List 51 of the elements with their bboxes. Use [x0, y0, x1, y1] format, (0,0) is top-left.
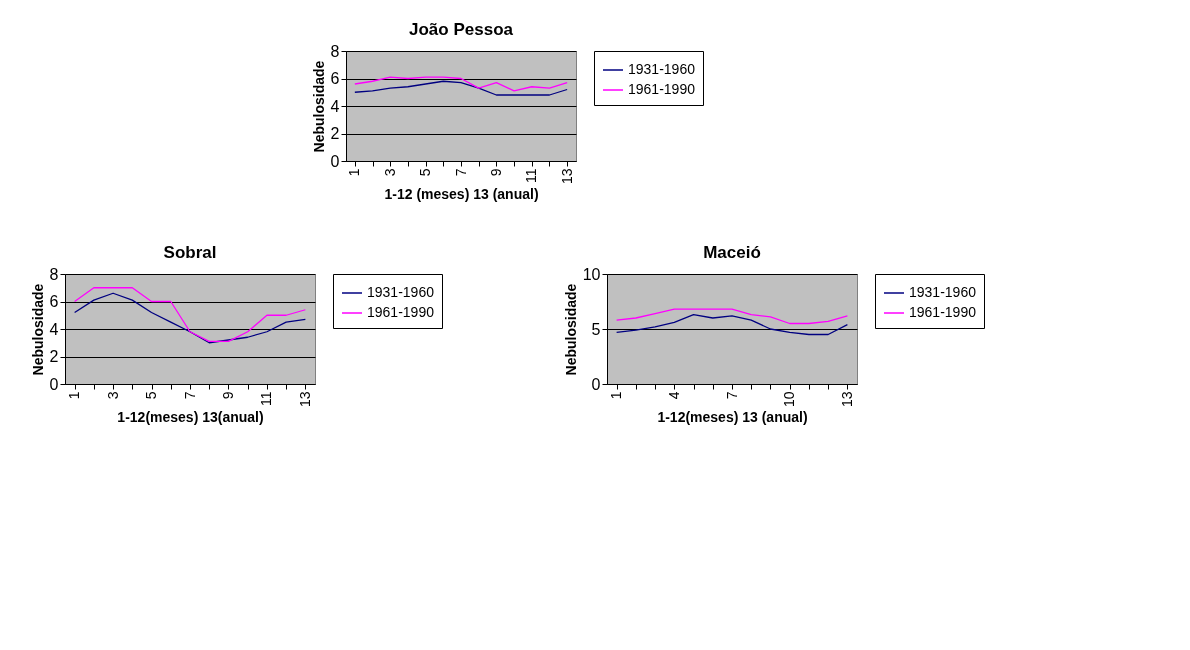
y-tick-label: 0	[591, 375, 601, 393]
y-tick-label: 10	[582, 265, 601, 283]
y-tick-label: 0	[49, 375, 59, 393]
y-tick-label: 6	[49, 293, 59, 310]
x-tick-label: 1	[66, 391, 83, 400]
x-tick-label: 4	[665, 391, 682, 400]
y-tick-label: 0	[330, 152, 340, 170]
y-tick-label: 6	[330, 70, 340, 87]
legend-label: 1961-1990	[628, 81, 696, 97]
x-tick-label: 9	[487, 168, 504, 177]
x-tick-label: 13	[838, 391, 855, 408]
y-tick-label: 5	[591, 320, 601, 338]
y-axis-title: Nebulosidade	[29, 283, 46, 376]
line-series	[354, 76, 568, 92]
x-axis-title: 1-12(meses) 13 (anual)	[657, 409, 808, 426]
x-tick-label: 1	[346, 168, 363, 177]
chart-title: João Pessoa	[409, 20, 514, 39]
x-tick-label: 5	[417, 168, 434, 177]
y-tick-label: 2	[49, 348, 59, 365]
chart-title: Maceió	[703, 243, 761, 262]
x-tick-label: 13	[296, 391, 313, 408]
legend-label: 1961-1990	[367, 304, 435, 320]
x-axis-title: 1-12 (meses) 13 (anual)	[384, 186, 539, 203]
x-tick-label: 10	[781, 391, 798, 408]
y-tick-label: 8	[49, 265, 59, 283]
line-series	[615, 308, 849, 325]
x-tick-label: 13	[558, 168, 575, 185]
x-tick-label: 9	[219, 391, 236, 400]
line-series	[615, 314, 849, 336]
legend-label: 1961-1990	[909, 304, 977, 320]
x-tick-label: 11	[258, 391, 275, 407]
x-tick-label: 7	[181, 391, 198, 400]
y-axis-title: Nebulosidade	[562, 283, 579, 376]
x-tick-label: 11	[523, 168, 540, 184]
x-tick-label: 7	[723, 391, 740, 400]
x-tick-label: 5	[143, 391, 160, 400]
y-tick-label: 2	[330, 125, 340, 142]
y-tick-label: 4	[330, 97, 340, 115]
x-axis-title: 1-12(meses) 13(anual)	[117, 409, 264, 426]
y-tick-label: 8	[330, 42, 340, 60]
y-axis-title: Nebulosidade	[310, 60, 327, 153]
chart-title: Sobral	[163, 243, 217, 262]
legend-label: 1931-1960	[909, 284, 977, 300]
legend-label: 1931-1960	[628, 61, 696, 77]
legend-label: 1931-1960	[367, 284, 435, 300]
y-tick-label: 4	[49, 320, 59, 338]
x-tick-label: 3	[104, 391, 121, 400]
x-tick-label: 1	[608, 391, 625, 400]
x-tick-label: 3	[381, 168, 398, 177]
line-series	[354, 80, 568, 96]
x-tick-label: 7	[452, 168, 469, 177]
